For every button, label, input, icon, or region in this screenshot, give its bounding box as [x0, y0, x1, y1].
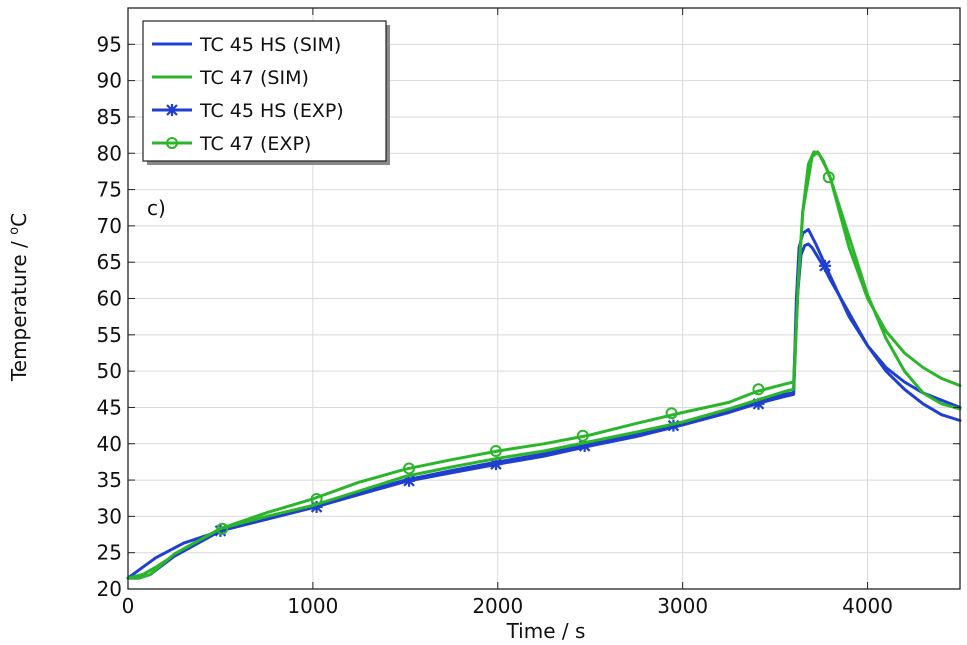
series-layer	[126, 150, 962, 580]
legend: TC 45 HS (SIM) TC 47 (SIM) TC 45 HS (EXP) T…	[142, 20, 390, 165]
y-tick-label: 20	[97, 577, 122, 601]
y-tick-label: 65	[97, 250, 122, 274]
legend-marker	[166, 104, 178, 116]
legend-label: TC 45 HS (SIM)	[199, 34, 341, 56]
y-tick-label: 50	[97, 359, 122, 383]
x-tick-label: 0	[122, 594, 135, 618]
series-4	[126, 150, 962, 580]
x-tick-label: 3000	[657, 594, 708, 618]
data-point	[667, 419, 680, 432]
y-axis-title-unit: C	[7, 213, 31, 227]
y-tick-label: 90	[97, 69, 122, 93]
legend-label: TC 45 HS (EXP)	[199, 100, 344, 122]
data-point	[403, 462, 416, 475]
data-point	[576, 429, 589, 442]
data-point	[819, 259, 832, 272]
legend-item: TC 45 HS (SIM)	[152, 34, 341, 56]
data-point	[752, 383, 765, 396]
axis-ticks	[127, 8, 960, 590]
data-point	[489, 445, 502, 458]
legend-item: TC 45 HS (EXP)	[152, 100, 344, 122]
y-tick-label: 55	[97, 323, 122, 347]
y-tick-label: 70	[97, 214, 122, 238]
x-tick-label: 4000	[842, 594, 893, 618]
y-axis-title-main: Temperature /	[7, 235, 31, 382]
x-tick-label: 2000	[472, 594, 523, 618]
legend-items: TC 45 HS (SIM) TC 47 (SIM) TC 45 HS (EXP) T…	[152, 34, 344, 155]
legend-marker	[166, 137, 178, 149]
y-tick-label: 45	[97, 395, 122, 419]
tick-labels: 20 25 30 35 40 45 50 55 60 65 70 75 80 85 90 95 0 1000 200…	[97, 32, 893, 618]
y-tick-label: 75	[97, 178, 122, 202]
data-point	[216, 522, 229, 535]
series-line	[126, 150, 962, 580]
legend-item: TC 47 (SIM)	[152, 67, 309, 89]
y-tick-label: 95	[97, 32, 122, 56]
legend-label: TC 47 (EXP)	[199, 133, 311, 155]
y-tick-label: 60	[97, 287, 122, 311]
y-axis-title: Temperature / oC	[7, 213, 31, 382]
y-tick-label: 35	[97, 468, 122, 492]
y-tick-label: 40	[97, 432, 122, 456]
y-tick-label: 30	[97, 504, 122, 528]
x-tick-label: 1000	[287, 594, 338, 618]
data-point	[665, 407, 678, 420]
x-axis-title: Time / s	[506, 619, 586, 643]
data-point	[310, 492, 323, 505]
y-tick-label: 80	[97, 141, 122, 165]
legend-label: TC 47 (SIM)	[199, 67, 309, 89]
annotation-label: c)	[147, 196, 166, 220]
legend-item: TC 47 (EXP)	[152, 133, 311, 155]
y-tick-label: 85	[97, 105, 122, 129]
y-tick-label: 25	[97, 541, 122, 565]
data-point	[822, 171, 835, 184]
y-axis-title-superscript: o	[7, 227, 22, 235]
